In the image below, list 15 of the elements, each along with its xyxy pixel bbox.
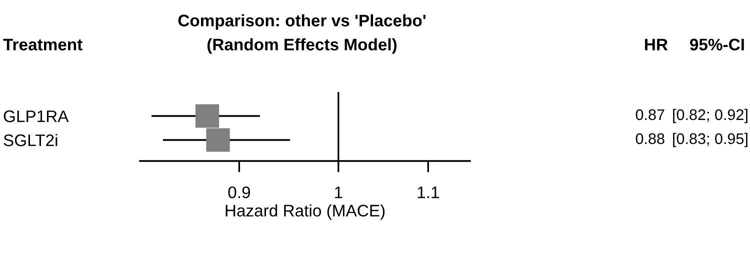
x-tick-label: 1.1 [418, 186, 439, 198]
text: [0.83; 0.95] [673, 132, 748, 148]
text: 0.88 [636, 133, 664, 144]
text: [0.82; 0.92] [673, 108, 748, 124]
chart-subtitle: (Random Effects Model) [207, 38, 397, 54]
text: 95%-CI [690, 38, 744, 50]
text: HR [645, 38, 668, 50]
x-tick-label: 0.9 [228, 186, 250, 198]
x-axis-title: Hazard Ratio (MACE) [226, 204, 385, 220]
y-tick-label: SGLT2i [4, 134, 58, 146]
text: Treatment [3, 38, 82, 50]
chart-title: Comparison: other vs 'Placebo' [178, 14, 426, 30]
x-tick-label: 1 [335, 186, 342, 198]
text: 0.87 [636, 109, 664, 120]
y-tick-label: GLP1RA [4, 110, 69, 122]
